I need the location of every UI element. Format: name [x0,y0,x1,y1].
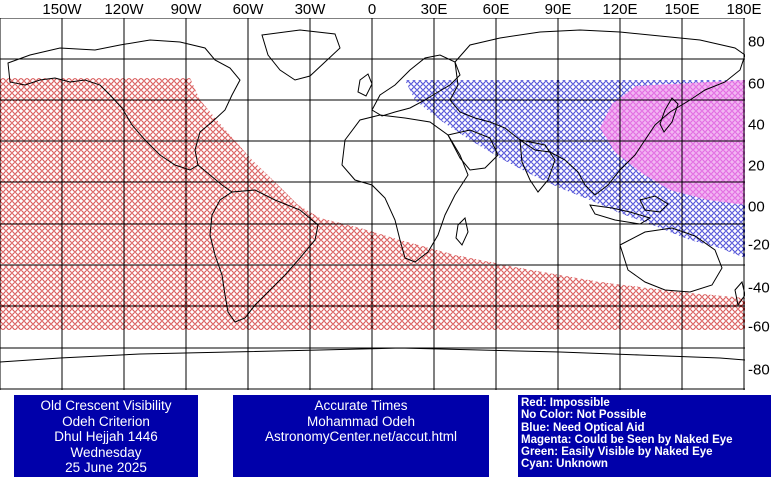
lon-label-0: 0 [367,1,377,18]
lon-label-30w: 30W [294,1,326,18]
map-title: Old Crescent Visibility [40,398,172,413]
lon-label-120w: 120W [104,1,144,18]
visibility-info-box: Old Crescent Visibility Odeh Criterion D… [14,395,198,477]
lat-label-minus-60: -60 [748,318,770,336]
date-label: 25 June 2025 [65,460,147,475]
legend-item-no-color: No Color: Not Possible [521,409,647,422]
lat-label-80: 80 [748,33,765,51]
lon-label-60w: 60W [232,1,264,18]
author-name: Mohammad Odeh [306,413,416,429]
lat-label-20: 20 [748,157,765,175]
lat-label-00: 00 [748,198,765,216]
credits-title: Accurate Times [314,398,408,413]
lon-label-90e: 90E [544,1,572,18]
lon-label-120e: 120E [602,1,638,18]
graticule [0,18,745,390]
hijri-month-label: Dhul Hejjah 1446 [54,429,158,444]
lat-label-minus-80: -80 [748,361,770,379]
legend-item-magenta: Magenta: Could be Seen by Naked Eye [521,433,733,446]
lon-label-90w: 90W [170,1,202,18]
lon-label-150w: 150W [42,1,82,18]
lat-label-40: 40 [748,116,765,134]
legend-item-green: Green: Easily Visible by Naked Eye [521,446,713,459]
criterion-label: Odeh Criterion [62,413,150,429]
lon-label-150e: 150E [664,1,700,18]
legend-item-red: Red: Impossible [521,397,610,409]
region-naked-eye [600,80,745,205]
credits-box: Accurate Times Mohammad Odeh AstronomyCe… [233,395,489,477]
lat-label-minus-40: -40 [748,279,770,297]
legend-item-cyan: Cyan: Unknown [521,458,608,471]
lat-label-minus-20: -20 [748,236,770,254]
lat-label-60: 60 [748,75,765,93]
legend-box: Red: Impossible No Color: Not Possible B… [518,395,771,477]
land-outlines [0,29,745,363]
weekday-label: Wednesday [70,444,142,460]
lon-label-30e: 30E [420,1,448,18]
lon-label-60e: 60E [482,1,510,18]
website-link[interactable]: AstronomyCenter.net/accut.html [264,429,458,444]
lon-label-180e: 180E [726,1,762,18]
legend-item-blue: Blue: Need Optical Aid [521,421,645,434]
